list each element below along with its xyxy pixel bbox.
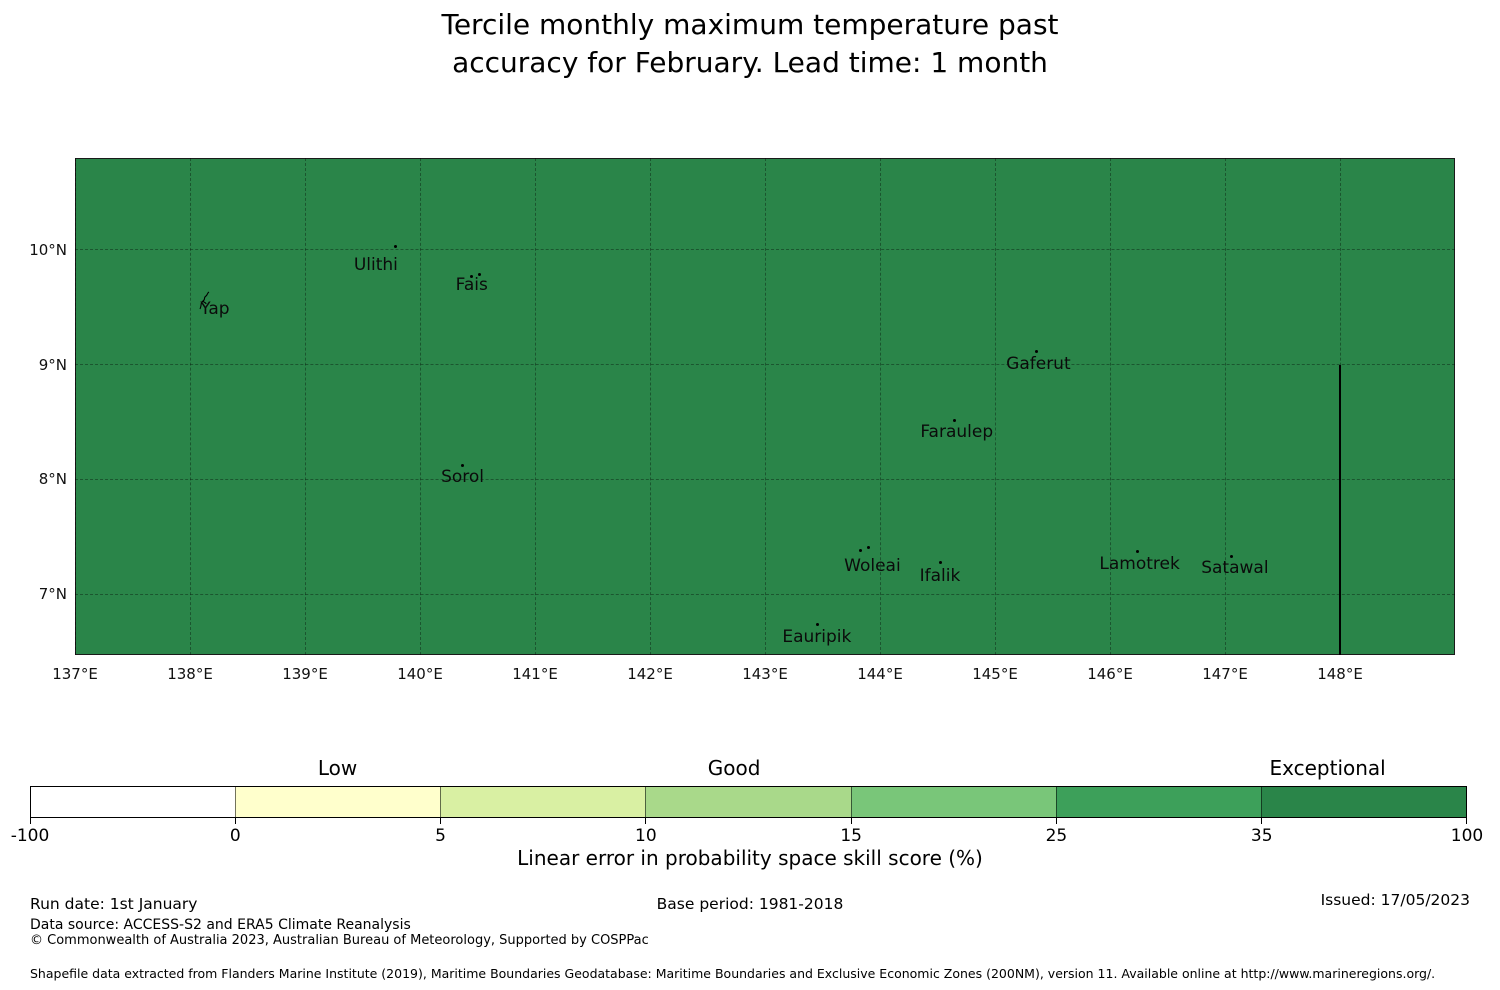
colorbar-segment-35-to-100 — [1260, 787, 1466, 817]
longitude-gridline — [1109, 158, 1111, 655]
island-marker-sorol — [461, 464, 465, 468]
island-marker-eauripik — [816, 622, 820, 626]
island-label-sorol: Sorol — [441, 466, 485, 487]
map-area — [75, 158, 1455, 655]
longitude-gridline — [649, 158, 651, 655]
island-label-fais: Fais — [455, 275, 488, 296]
longitude-tick-label: 145°E — [972, 665, 1018, 683]
longitude-gridline — [419, 158, 421, 655]
shapefile-attribution-text: Shapefile data extracted from Flanders M… — [30, 966, 1436, 981]
longitude-gridline — [534, 158, 536, 655]
island-label-ulithi: Ulithi — [353, 255, 398, 276]
longitude-tick-label: 147°E — [1202, 665, 1248, 683]
colorbar-segment-25-to-35 — [1055, 787, 1261, 817]
island-marker-fais — [470, 274, 474, 278]
eez-boundary-line — [1339, 364, 1341, 655]
colorbar-tick-label: -100 — [10, 826, 50, 846]
base-period-text: Base period: 1981-2018 — [656, 895, 844, 913]
colorbar-category-label-low: Low — [317, 756, 358, 780]
colorbar-segment-0-to-5 — [235, 787, 441, 817]
colorbar-tick — [1261, 818, 1263, 824]
island-marker-fais — [478, 272, 482, 276]
island-marker-gaferut — [1034, 350, 1038, 354]
latitude-tick-label: 9°N — [38, 355, 67, 374]
latitude-gridline — [75, 364, 1455, 366]
colorbar-tick-label: 0 — [229, 826, 241, 846]
colorbar-tick — [30, 818, 31, 824]
island-label-satawal: Satawal — [1201, 558, 1269, 579]
island-marker-woleai — [866, 546, 870, 550]
latitude-gridline — [75, 593, 1455, 595]
colorbar-tick — [645, 818, 647, 824]
colorbar-tick — [1055, 818, 1057, 824]
colorbar-tick-label: 25 — [1045, 826, 1068, 846]
longitude-tick-label: 139°E — [282, 665, 328, 683]
longitude-gridline — [1224, 158, 1226, 655]
run-date-text: Run date: 1st January — [30, 895, 198, 913]
longitude-tick-label: 141°E — [512, 665, 558, 683]
latitude-tick-label: 8°N — [38, 470, 67, 489]
island-outline-icon — [199, 291, 210, 310]
island-marker-ulithi — [394, 244, 398, 248]
island-marker-woleai — [858, 549, 862, 553]
data-source-text: Data source: ACCESS-S2 and ERA5 Climate … — [30, 917, 411, 933]
longitude-gridline — [74, 158, 76, 655]
longitude-gridline — [764, 158, 766, 655]
island-label-gaferut: Gaferut — [1006, 353, 1071, 374]
colorbar-segment-10-to-15 — [645, 787, 851, 817]
longitude-tick-label: 144°E — [857, 665, 903, 683]
longitude-tick-label: 148°E — [1317, 665, 1363, 683]
island-outline-yap — [197, 291, 215, 315]
issued-date-text: Issued: 17/05/2023 — [1320, 891, 1470, 909]
longitude-tick-label: 143°E — [742, 665, 788, 683]
longitude-tick-label: 146°E — [1087, 665, 1133, 683]
colorbar-tick-label: 15 — [840, 826, 862, 846]
colorbar-category-label-good: Good — [707, 756, 761, 780]
island-marker-lamotrek — [1136, 550, 1140, 554]
colorbar-tick-label: 5 — [435, 826, 446, 846]
latitude-gridline — [75, 249, 1455, 251]
island-label-faraulep: Faraulep — [920, 421, 994, 442]
colorbar-tick — [440, 818, 442, 824]
colorbar-tick-label: 35 — [1250, 826, 1273, 846]
copyright-text: © Commonwealth of Australia 2023, Austra… — [30, 933, 649, 948]
colorbar — [30, 786, 1467, 818]
longitude-gridline — [304, 158, 306, 655]
colorbar-axis-label: Linear error in probability space skill … — [517, 846, 983, 870]
colorbar-segment--100-to-0 — [31, 787, 236, 817]
chart-title-line1: Tercile monthly maximum temperature past — [441, 8, 1059, 41]
island-label-eauripik: Eauripik — [782, 627, 852, 647]
longitude-tick-label: 138°E — [167, 665, 213, 683]
island-label-woleai: Woleai — [844, 555, 901, 576]
colorbar-tick-label: 100 — [1450, 826, 1484, 846]
longitude-gridline — [879, 158, 881, 655]
colorbar-tick-label: 10 — [635, 826, 657, 846]
chart-title-line2: accuracy for February. Lead time: 1 mont… — [452, 46, 1048, 79]
chart-title: Tercile monthly maximum temperature past… — [0, 6, 1500, 82]
colorbar-segment-15-to-25 — [850, 787, 1056, 817]
island-label-yap: Yap — [200, 299, 230, 320]
island-marker-faraulep — [953, 419, 957, 423]
longitude-gridline — [189, 158, 191, 655]
colorbar-tick — [234, 818, 236, 824]
island-label-lamotrek: Lamotrek — [1099, 553, 1180, 574]
island-marker-satawal — [1230, 554, 1234, 558]
island-marker-ifalik — [939, 560, 943, 564]
latitude-gridline — [75, 478, 1455, 480]
island-label-ifalik: Ifalik — [919, 566, 961, 587]
longitude-gridline — [994, 158, 996, 655]
longitude-tick-label: 142°E — [627, 665, 673, 683]
latitude-tick-label: 7°N — [38, 585, 67, 604]
colorbar-tick — [1466, 818, 1467, 824]
latitude-tick-label: 10°N — [29, 240, 67, 259]
longitude-tick-label: 140°E — [397, 665, 443, 683]
colorbar-category-label-exceptional: Exceptional — [1269, 756, 1386, 780]
colorbar-tick — [850, 818, 852, 824]
colorbar-segment-5-to-10 — [440, 787, 646, 817]
longitude-tick-label: 137°E — [52, 665, 98, 683]
